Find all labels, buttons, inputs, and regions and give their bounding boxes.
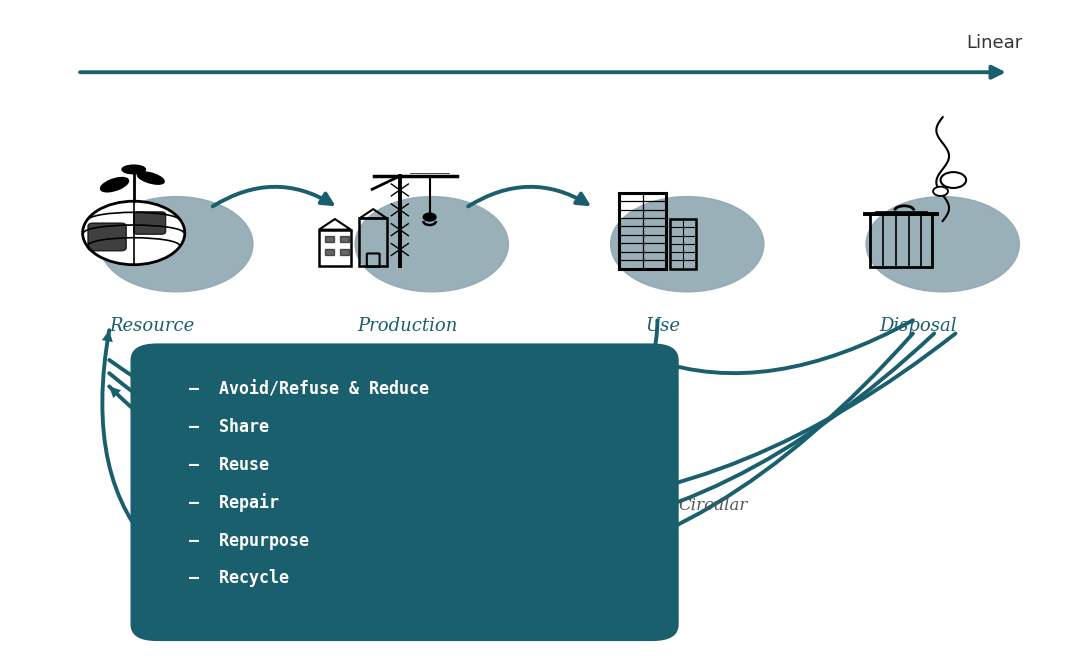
FancyBboxPatch shape (88, 223, 126, 251)
Text: Circular: Circular (678, 497, 748, 514)
Text: –  Reuse: – Reuse (189, 456, 269, 474)
Circle shape (355, 197, 508, 292)
Text: Resource: Resource (109, 317, 195, 335)
Circle shape (611, 197, 764, 292)
FancyBboxPatch shape (131, 344, 678, 641)
Text: Use: Use (645, 317, 681, 335)
Ellipse shape (122, 165, 146, 174)
Circle shape (866, 197, 1020, 292)
Text: –  Avoid/Refuse & Reduce: – Avoid/Refuse & Reduce (189, 381, 429, 399)
Text: –  Repurpose: – Repurpose (189, 532, 309, 550)
Ellipse shape (137, 172, 164, 184)
Text: Production: Production (357, 317, 458, 335)
Circle shape (82, 201, 185, 265)
FancyBboxPatch shape (340, 249, 349, 255)
Circle shape (941, 172, 966, 188)
Circle shape (100, 197, 253, 292)
FancyBboxPatch shape (325, 235, 334, 242)
Text: Linear: Linear (966, 35, 1022, 53)
Text: –  Recycle: – Recycle (189, 569, 289, 587)
Ellipse shape (101, 177, 128, 192)
Text: Disposal: Disposal (880, 317, 957, 335)
FancyBboxPatch shape (325, 249, 334, 255)
Text: –  Share: – Share (189, 418, 269, 436)
Text: –  Repair: – Repair (189, 494, 279, 512)
Circle shape (933, 187, 948, 196)
FancyBboxPatch shape (134, 212, 166, 234)
Circle shape (424, 213, 435, 221)
FancyBboxPatch shape (340, 235, 349, 242)
